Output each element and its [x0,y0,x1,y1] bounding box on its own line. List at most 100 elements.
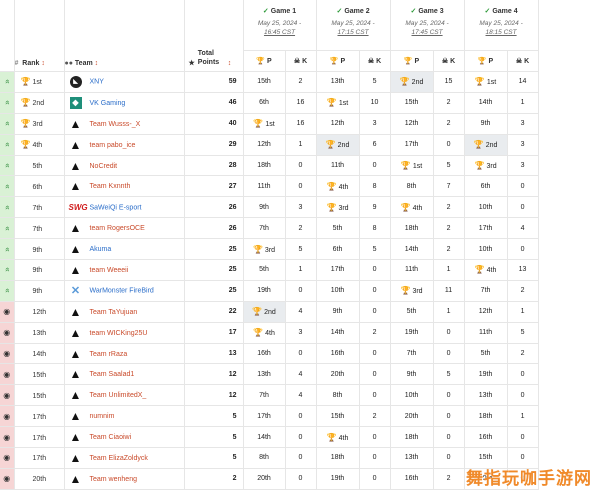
team-link[interactable]: team WICKing25U [89,329,148,337]
kills-cell: 0 [359,155,391,177]
trend-header [0,0,15,72]
team-link[interactable]: Akuma [89,245,112,253]
team-logo-icon: ▲ [69,388,82,403]
team-link[interactable]: XNY [89,78,104,86]
rank-header[interactable]: # Rank ↕ [14,0,65,72]
trend-up-icon: » [0,217,15,240]
placement-cell: 7th [243,384,286,407]
team-logo-icon: ▲ [69,116,82,131]
placement-cell: 🏆 1st [243,113,286,135]
trend-up-icon: » [0,71,15,93]
team-link[interactable]: Team wenheng [89,475,137,483]
kills-cell: 0 [359,384,391,407]
kills-header: ☠ K [433,50,465,72]
points-cell: 5 [184,405,244,428]
kills-cell: 0 [507,447,539,469]
points-cell: 22 [184,301,244,323]
kills-header: ☠ K [285,50,317,72]
kills-cell: 0 [433,447,465,469]
team-link[interactable]: team RogersOCE [89,225,145,233]
team-link[interactable]: SaWeiQi E-sport [89,204,142,212]
team-link[interactable]: WarMonster FireBird [89,287,154,295]
team-link[interactable]: Team Wusss-_X [89,120,141,128]
rank-cell: 🏆 4th [14,134,65,156]
team-link[interactable]: Team Saalad1 [89,371,135,379]
placement-cell: 6th [464,175,508,198]
placement-header: 🏆 P [390,50,434,72]
kills-cell: 5 [359,238,391,261]
placement-header: 🏆 P [316,50,360,72]
placement-cell: 11th [464,322,508,344]
placement-cell: 🏆 1st [464,71,508,93]
game-2-header[interactable]: ✓ Game 2 May 25, 2024 -17:15 CST [316,0,391,51]
points-cell: 25 [184,238,244,261]
eliminated-icon: ◉ [0,343,15,365]
placement-cell: 15th [390,92,434,114]
placement-cell: 10th [464,238,508,261]
kills-cell: 2 [285,217,317,240]
placement-cell: 5th [316,217,360,240]
placement-cell: 🏆 2nd [464,134,508,156]
placement-cell: 19th [316,468,360,490]
team-link[interactable]: Team UnlimitedX_ [89,392,147,400]
skull-icon: ☠ [293,58,301,65]
points-cell: 17 [184,322,244,344]
team-logo-icon: ▲ [69,430,82,445]
trophy-icon: 🏆 [20,98,31,108]
kills-cell: 0 [285,426,317,449]
team-link[interactable]: Team rRaza [89,350,128,358]
team-link[interactable]: Team Kxnnth [89,183,131,191]
total-points-header[interactable]: ★ Total Points ↕ [184,0,244,72]
table-row: ◉🏆15th▲Team UnlimitedX_127th48th010th013… [0,384,539,407]
placement-cell: 20th [390,405,434,428]
team-logo-icon: ▲ [69,221,82,236]
kills-cell: 0 [359,259,391,281]
placement-cell: 19th [464,363,508,386]
trophy-icon: 🏆 [474,265,485,275]
team-link[interactable]: Team TaYujuan [89,308,138,316]
game-3-header[interactable]: ✓ Game 3 May 25, 2024 -17:45 CST [390,0,465,51]
placement-cell: 5th [464,343,508,365]
team-link[interactable]: Team ElizaZoldyck [89,454,148,462]
team-header[interactable]: ●● Team ↕ [64,0,185,72]
kills-cell: 0 [359,363,391,386]
trend-up-icon: » [0,113,15,135]
kills-cell: 5 [433,363,465,386]
kills-cell: 13 [507,259,539,281]
sort-icon: ↕ [227,60,232,67]
placement-cell: 16th [243,343,286,365]
team-cell: ▲ NoCredit [64,155,185,177]
team-link[interactable]: numnim [89,413,115,421]
kills-cell: 0 [507,175,539,198]
sort-icon: ↕ [41,60,45,67]
kills-cell: 5 [507,322,539,344]
points-cell: 12 [184,384,244,407]
team-link[interactable]: team Weeeii [89,266,129,274]
eliminated-icon: ◉ [0,447,15,469]
placement-cell: 5th [243,259,286,281]
placement-cell: 10th [316,280,360,302]
table-row: » 🏆 3rd ▲ Team Wusss-_X 40 🏆 1st 16 12th 3 12th 2 9th… [0,113,539,135]
team-cell: ▲ Team Wusss-_X [64,113,185,135]
team-link[interactable]: team pabo_ice [89,141,136,149]
kills-cell: 3 [507,155,539,177]
team-cell: ✕ WarMonster FireBird [64,280,185,302]
team-link[interactable]: NoCredit [89,162,118,170]
placement-cell: 20th [316,363,360,386]
kills-cell: 3 [359,113,391,135]
check-icon: ✓ [410,8,417,15]
team-link[interactable]: VK Gaming [89,99,126,107]
trophy-icon: 🏆 [400,286,411,296]
placement-cell: 16th [390,468,434,490]
kills-cell: 0 [285,405,317,428]
kills-cell: 0 [507,384,539,407]
game-4-header[interactable]: ✓ Game 4 May 25, 2024 -18:15 CST [464,0,539,51]
team-cell: ▲ Team Ciaoiwi [64,426,185,449]
kills-cell: 0 [433,322,465,344]
team-link[interactable]: Team Ciaoiwi [89,433,132,441]
rank-cell: 🏆9th [14,238,65,261]
points-cell: 59 [184,71,244,93]
game-1-header[interactable]: ✓ Game 1 May 25, 2024 -16:45 CST [243,0,317,51]
